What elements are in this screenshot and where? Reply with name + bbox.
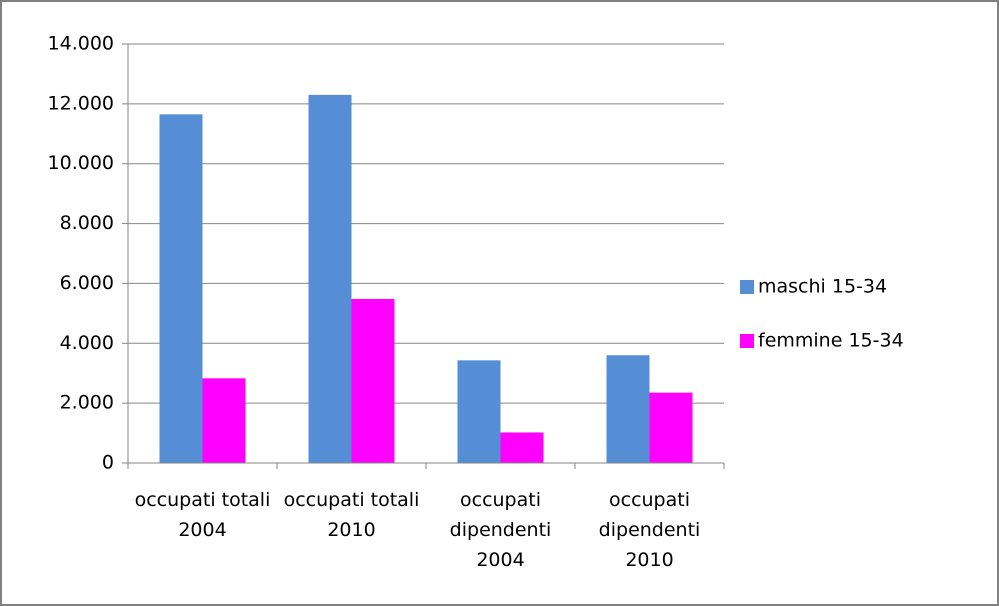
x-tick-label: occupati dipendenti 2004 xyxy=(450,489,552,571)
legend-swatch xyxy=(740,334,754,348)
x-tick-label: occupati totali 2004 xyxy=(135,489,271,541)
legend-label: femmine 15-34 xyxy=(758,330,904,352)
bar xyxy=(308,94,352,463)
y-tick-label: 14.000 xyxy=(48,33,114,55)
y-tick-label: 2.000 xyxy=(60,392,114,414)
bar xyxy=(649,392,693,463)
bar xyxy=(606,355,650,463)
legend-label: maschi 15-34 xyxy=(758,276,887,298)
y-tick-label: 10.000 xyxy=(48,152,114,174)
bar xyxy=(159,114,203,463)
bar xyxy=(457,360,501,463)
y-tick-label: 6.000 xyxy=(60,272,114,294)
y-tick-label: 12.000 xyxy=(48,92,114,114)
legend-swatch xyxy=(740,280,754,294)
bar xyxy=(202,378,246,463)
bar xyxy=(351,298,395,463)
x-tick-label: occupati dipendenti 2010 xyxy=(599,489,701,571)
x-tick-label: occupati totali 2010 xyxy=(284,489,420,541)
bar xyxy=(500,432,544,463)
y-tick-label: 0 xyxy=(102,452,114,474)
y-tick-label: 4.000 xyxy=(60,332,114,354)
y-tick-label: 8.000 xyxy=(60,212,114,234)
